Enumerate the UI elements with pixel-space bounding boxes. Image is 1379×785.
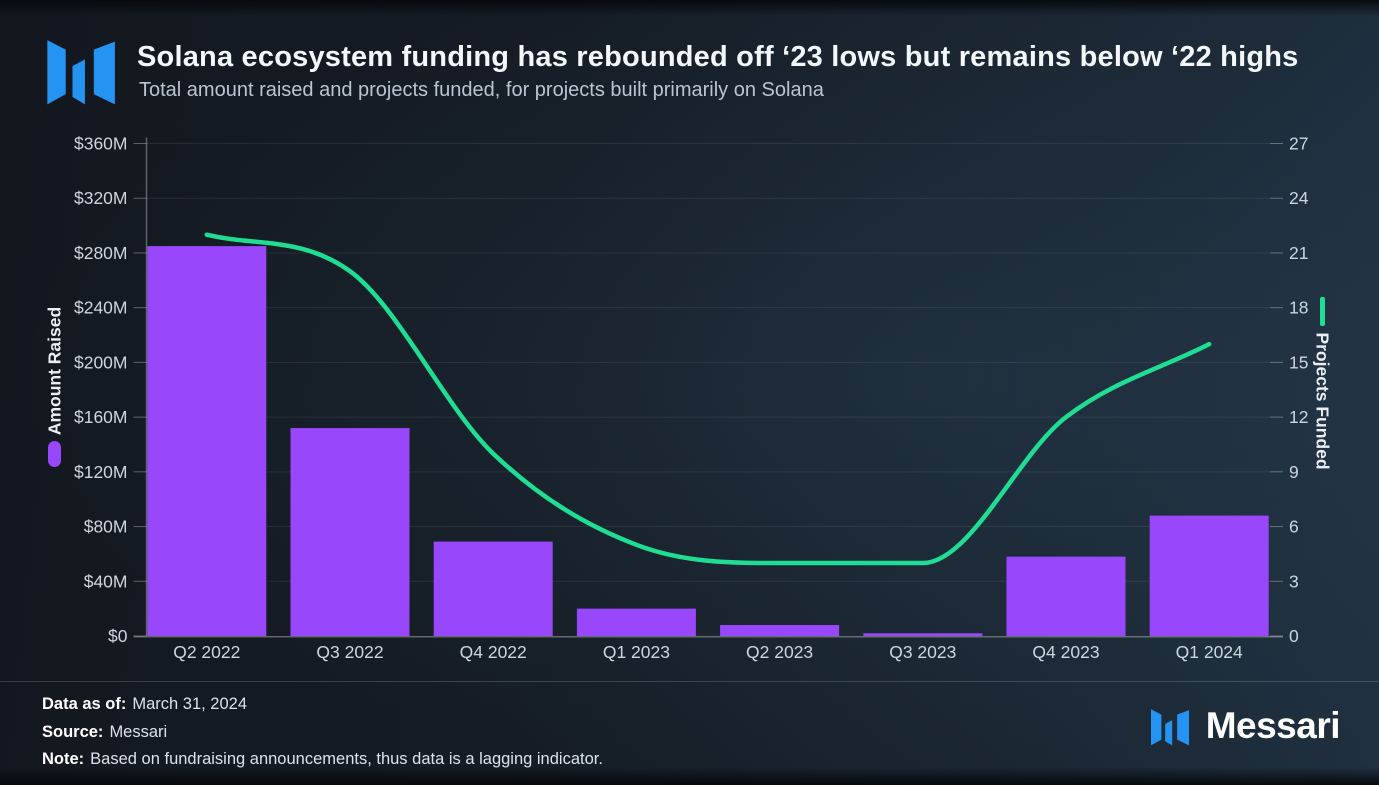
svg-text:0: 0 [1289, 626, 1299, 646]
right-axis-labels: 0 3 6 9 12 15 18 21 24 27 [1270, 134, 1309, 646]
messari-logo-icon [1150, 709, 1189, 746]
bar-Q4 2022 [433, 541, 553, 636]
bar-Q3 2023 [863, 633, 983, 636]
svg-text:Q3 2023: Q3 2023 [889, 642, 956, 662]
svg-text:Q1 2023: Q1 2023 [603, 642, 670, 662]
funding-chart: $0 $40M $80M $120M $160M $200M $240M $280M $320M… [74, 134, 1309, 663]
svg-text:$200M: $200M [74, 352, 128, 372]
messari-logo-icon [47, 40, 115, 105]
svg-text:$240M: $240M [74, 298, 128, 318]
page-subtitle: Total amount raised and projects funded,… [139, 79, 824, 101]
axis-lines [133, 137, 1283, 638]
bar-Q2 2022 [147, 246, 267, 636]
note-line: Note: Based on fundraising announcements,… [42, 750, 603, 768]
svg-text:6: 6 [1289, 517, 1299, 537]
svg-text:Q1 2024: Q1 2024 [1176, 642, 1243, 662]
svg-text:$40M: $40M [84, 571, 128, 591]
amount-raised-bars [147, 246, 1269, 636]
projects-funded-legend-marker [1320, 297, 1325, 326]
svg-text:Q2 2022: Q2 2022 [173, 642, 240, 662]
svg-text:$0: $0 [108, 626, 128, 646]
bar-Q1 2023 [576, 608, 696, 636]
svg-text:$160M: $160M [74, 407, 128, 427]
svg-text:9: 9 [1289, 462, 1299, 482]
svg-text:$80M: $80M [84, 517, 128, 537]
svg-text:Q3 2022: Q3 2022 [316, 642, 383, 662]
bar-Q3 2022 [290, 428, 410, 636]
svg-text:$120M: $120M [74, 462, 128, 482]
projects-funded-line [204, 232, 1212, 566]
svg-text:24: 24 [1289, 188, 1309, 208]
footer-notes: Data as of: March 31, 2024 Source: Messari… [42, 691, 603, 774]
svg-text:Q4 2023: Q4 2023 [1032, 642, 1099, 662]
svg-text:21: 21 [1289, 243, 1308, 263]
left-axis-title: Amount Raised [44, 306, 65, 436]
svg-text:Q2 2023: Q2 2023 [746, 642, 813, 662]
right-axis-title: Projects Funded [1312, 332, 1333, 470]
svg-text:15: 15 [1289, 352, 1308, 372]
page-title: Solana ecosystem funding has rebounded o… [137, 41, 1299, 73]
brand-wordmark: Messari [1205, 704, 1341, 746]
svg-text:18: 18 [1289, 298, 1308, 318]
data-as-of-line: Data as of: March 31, 2024 [42, 695, 248, 713]
svg-text:$320M: $320M [74, 188, 128, 208]
x-axis-labels: Q2 2022 Q3 2022 Q4 2022 Q1 2023 Q2 2023 Q3 20… [173, 642, 1243, 662]
svg-text:Q4 2022: Q4 2022 [460, 642, 527, 662]
left-axis-labels: $0 $40M $80M $120M $160M $200M $240M $280M $320M… [74, 134, 147, 646]
svg-text:3: 3 [1289, 571, 1299, 591]
svg-text:27: 27 [1289, 134, 1308, 154]
bar-Q1 2024 [1149, 515, 1269, 636]
footer-divider [0, 681, 1379, 682]
bar-Q4 2023 [1006, 556, 1126, 636]
brand-lockup: Messari [1148, 704, 1341, 747]
svg-text:12: 12 [1289, 407, 1308, 427]
source-line: Source: Messari [42, 722, 168, 741]
svg-text:$280M: $280M [74, 243, 128, 263]
amount-raised-legend-marker [48, 441, 61, 467]
bar-Q2 2023 [720, 625, 840, 636]
svg-text:$360M: $360M [74, 134, 128, 154]
